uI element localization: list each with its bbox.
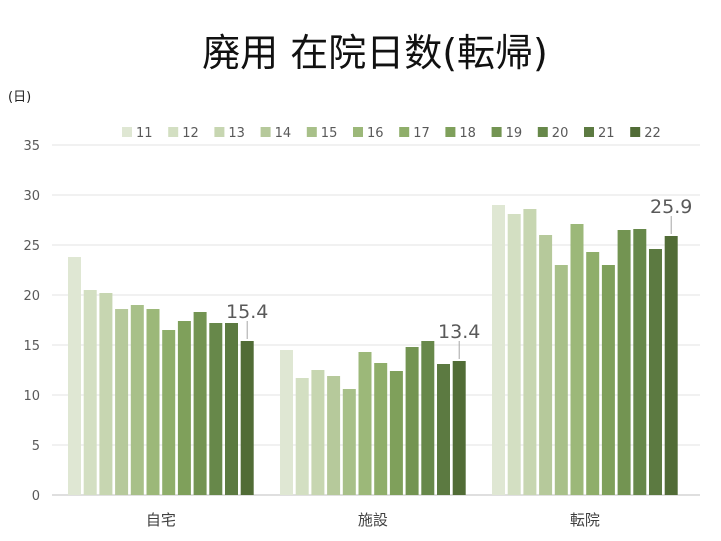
data-label: 15.4: [226, 301, 268, 323]
y-tick-label: 15: [23, 339, 40, 354]
legend-label: 11: [136, 126, 153, 141]
legend-swatch: [353, 127, 363, 137]
bar: [633, 229, 647, 495]
legend-swatch: [630, 127, 641, 137]
legend-swatch: [260, 127, 271, 137]
bar: [649, 249, 662, 495]
legend-swatch: [584, 127, 594, 137]
legend-swatch: [399, 127, 410, 137]
legend-label: 12: [182, 126, 199, 141]
bar: [437, 364, 450, 495]
legend-label: 19: [506, 126, 523, 141]
data-label: 13.4: [438, 321, 480, 343]
bar: [586, 252, 600, 495]
y-tick-label: 5: [32, 439, 40, 454]
bar: [421, 341, 435, 495]
bar: [225, 323, 238, 495]
bar: [209, 323, 223, 495]
legend-swatch: [491, 127, 502, 137]
y-tick-label: 25: [23, 239, 40, 254]
bar: [130, 305, 144, 495]
bar: [554, 265, 568, 495]
bar: [146, 309, 160, 495]
y-tick-label: 30: [23, 189, 40, 204]
bar: [601, 265, 615, 495]
bar: [83, 290, 97, 495]
bar: [374, 363, 388, 495]
bar: [358, 352, 372, 495]
legend-swatch: [306, 127, 317, 137]
legend-label: 22: [644, 126, 661, 141]
bar: [523, 209, 537, 495]
legend-swatch: [214, 127, 225, 137]
y-axis-unit-label: (日): [8, 90, 31, 105]
legend-swatch: [445, 127, 456, 137]
legend-label: 20: [552, 126, 569, 141]
legend-swatch: [168, 127, 179, 137]
bar: [311, 370, 325, 495]
bar: [280, 350, 293, 495]
bar: [68, 257, 81, 495]
bar: [405, 347, 419, 495]
bars: [68, 205, 678, 495]
bar: [162, 330, 176, 495]
bar: [617, 230, 631, 495]
bar: [389, 371, 403, 495]
bar: [664, 236, 678, 495]
legend-swatch: [537, 127, 548, 137]
data-labels: 15.4 13.4 25.9: [226, 196, 692, 359]
legend-label: 21: [598, 126, 615, 141]
bar: [240, 341, 254, 495]
bar: [327, 376, 341, 495]
x-tick-label: 転院: [570, 511, 600, 529]
data-label: 25.9: [650, 196, 692, 218]
bar: [295, 378, 309, 495]
y-tick-label: 10: [23, 389, 40, 404]
legend-label: 14: [275, 126, 292, 141]
y-axis-ticks: 0 5 10 15 20 25 30 35: [23, 139, 40, 504]
y-tick-label: 0: [32, 489, 40, 504]
bar: [115, 309, 129, 495]
legend-label: 13: [228, 126, 245, 141]
legend-label: 18: [459, 126, 476, 141]
legend-label: 16: [367, 126, 384, 141]
legend-label: 17: [413, 126, 430, 141]
bar: [570, 224, 584, 495]
bar: [193, 312, 207, 495]
bar: [492, 205, 505, 495]
y-tick-label: 20: [23, 289, 40, 304]
bar: [452, 361, 466, 495]
bar: [177, 321, 191, 495]
bar: [507, 214, 521, 495]
x-axis-ticks: 自宅 施設 転院: [146, 511, 600, 529]
chart-title: 廃用 在院日数(転帰): [202, 31, 548, 75]
legend-swatch: [122, 127, 132, 137]
legend-label: 15: [321, 126, 338, 141]
bar: [342, 389, 356, 495]
bar: [539, 235, 553, 495]
x-tick-label: 自宅: [146, 511, 176, 529]
legend: 11 12 13 14 15 16 17 18 19 20 21 22: [122, 126, 661, 141]
x-tick-label: 施設: [358, 511, 388, 529]
y-tick-label: 35: [23, 139, 40, 154]
bar: [99, 293, 113, 495]
